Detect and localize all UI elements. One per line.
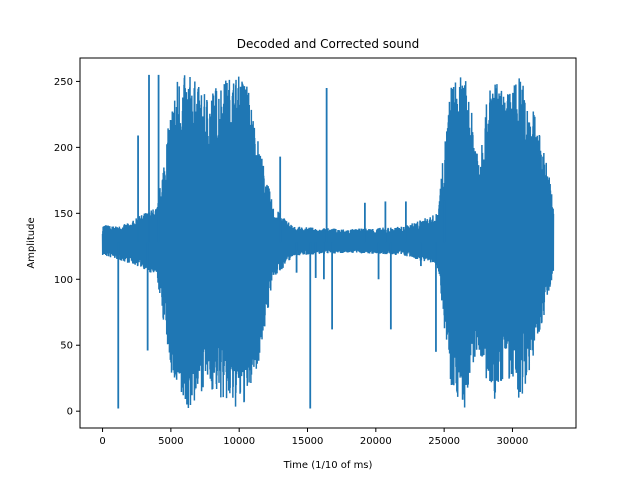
x-tick-label: 30000 (497, 436, 529, 447)
waveform-line (101, 75, 555, 408)
plot-content (101, 74, 555, 409)
y-tick-label: 250 (54, 77, 73, 88)
x-tick-label: 20000 (360, 436, 392, 447)
y-axis: 0 50 100 150 200 250 (54, 77, 80, 418)
y-tick-label: 200 (54, 143, 73, 154)
x-axis-title: Time (1/10 of ms) (283, 460, 373, 471)
x-tick-label: 15000 (292, 436, 324, 447)
x-tick-label: 0 (99, 436, 105, 447)
y-tick-label: 50 (60, 341, 73, 352)
x-tick-label: 25000 (428, 436, 460, 447)
x-tick-label: 5000 (158, 436, 183, 447)
y-tick-label: 150 (54, 209, 73, 220)
x-axis: 0 5000 10000 15000 20000 25000 30000 (99, 428, 528, 447)
x-tick-label: 10000 (223, 436, 255, 447)
plot-frame (79, 57, 577, 429)
y-tick-label: 0 (67, 407, 73, 418)
y-axis-title: Amplitude (26, 217, 37, 268)
chart-title: Decoded and Corrected sound (237, 37, 419, 51)
y-tick-label: 100 (54, 275, 73, 286)
